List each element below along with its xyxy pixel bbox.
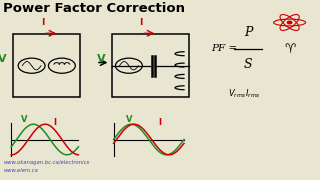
Text: $V_{rms}I_{rms}$: $V_{rms}I_{rms}$ — [228, 87, 261, 100]
Text: www.elem.ca: www.elem.ca — [3, 168, 38, 173]
Text: V: V — [97, 54, 106, 64]
Text: I: I — [158, 118, 161, 127]
Text: I: I — [140, 18, 143, 27]
Text: S: S — [244, 58, 252, 71]
Text: ♈: ♈ — [284, 43, 295, 56]
Circle shape — [287, 21, 292, 24]
Text: V: V — [126, 115, 133, 124]
Text: Power Factor Correction: Power Factor Correction — [3, 2, 185, 15]
Text: www.okanagan.bc.ca/electronics: www.okanagan.bc.ca/electronics — [3, 160, 90, 165]
Text: V: V — [21, 115, 27, 124]
Text: P: P — [244, 26, 252, 39]
Text: PF =: PF = — [211, 44, 237, 53]
Text: I: I — [53, 118, 56, 127]
Text: I: I — [42, 18, 45, 27]
Text: V: V — [0, 54, 6, 64]
